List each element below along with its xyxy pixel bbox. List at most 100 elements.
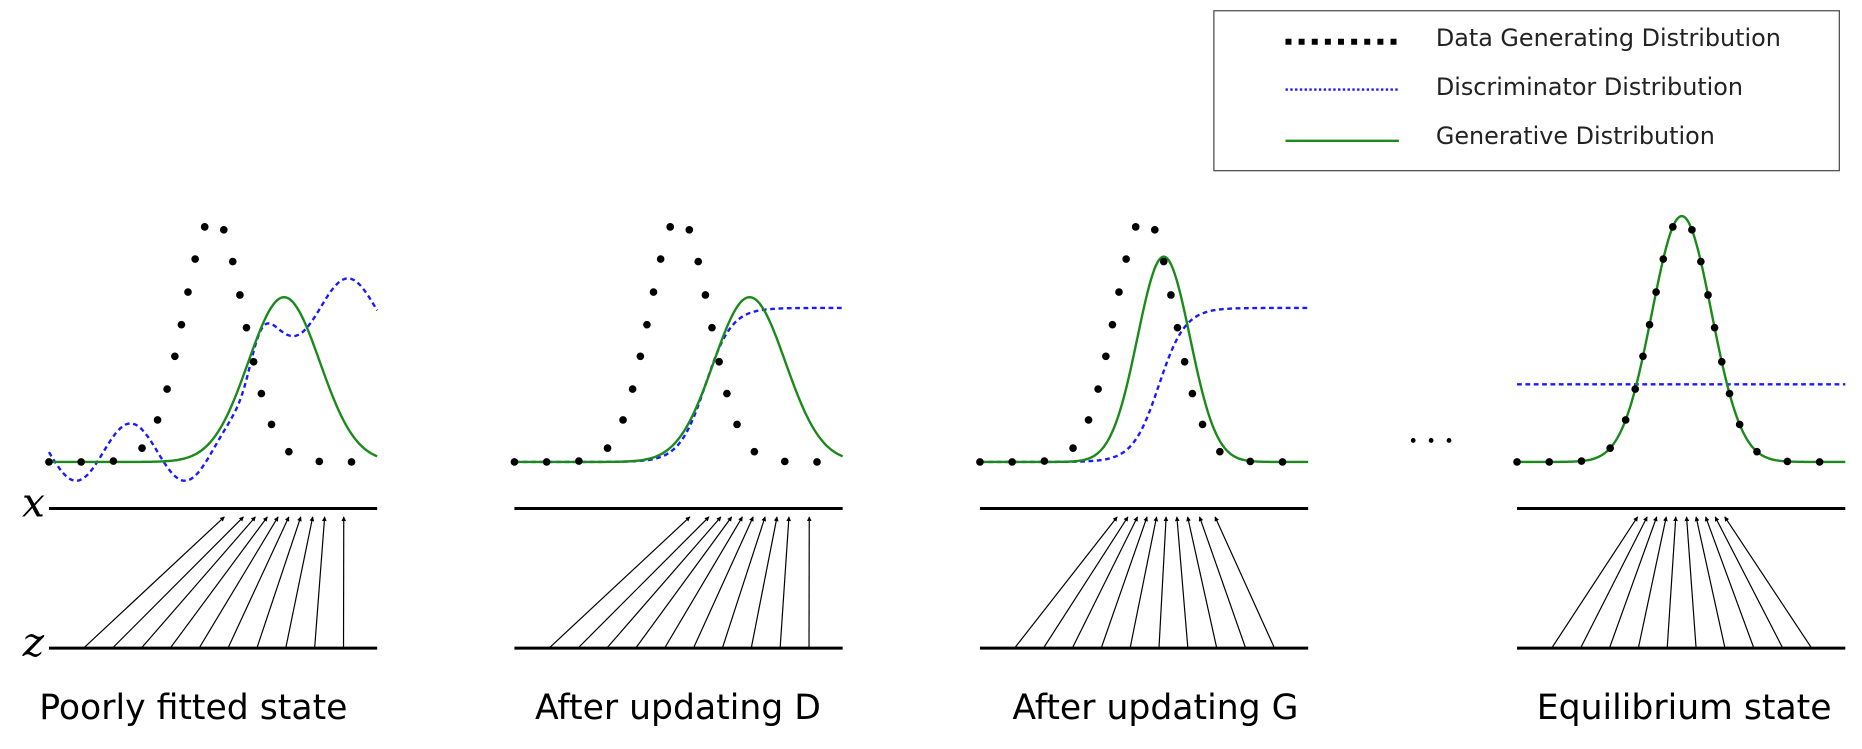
data-dot (1159, 257, 1168, 266)
data-dot (1688, 226, 1696, 234)
panel-title: Poorly fitted state (39, 688, 347, 728)
data-dot (715, 357, 723, 366)
data-dot (1697, 257, 1705, 266)
data-dot (200, 223, 209, 231)
data-dot (315, 457, 324, 466)
data-dot (1198, 420, 1207, 429)
mapping-arrow (1714, 516, 1784, 649)
legend-label: Generative Distribution (1436, 122, 1715, 150)
mapping-arrow (1129, 516, 1159, 649)
data-dot (1639, 352, 1647, 361)
data-dot (1606, 444, 1614, 452)
mapping-arrow (256, 516, 302, 649)
ellipsis (1410, 438, 1452, 443)
data-dot (1069, 444, 1077, 452)
mapping-arrow (1551, 516, 1639, 649)
mapping-arrow (1724, 516, 1813, 649)
mapping-arrow (1580, 516, 1648, 649)
data-dot (708, 323, 716, 332)
data-dot (1545, 458, 1554, 466)
mapping-arrow (1158, 516, 1169, 649)
mapping-arrow (721, 516, 767, 649)
data-dot (109, 457, 118, 465)
data-dot (1094, 385, 1102, 393)
data-dot (750, 447, 759, 456)
data-dot (1577, 457, 1586, 465)
mapping-arrow (1100, 516, 1148, 649)
data-dot (267, 420, 276, 429)
mapping-arrow (1198, 516, 1247, 649)
mapping-arrow (140, 516, 256, 649)
panel (976, 223, 1309, 650)
data-dot (1084, 416, 1093, 424)
z-axis-label: z (22, 618, 45, 666)
data-dot (1717, 357, 1726, 366)
data-dot (177, 320, 186, 329)
mapping-arrow (112, 516, 244, 649)
mapping-arrow (1014, 516, 1118, 649)
data-dot (1108, 320, 1117, 329)
data-dot (153, 416, 162, 424)
data-dot (628, 385, 637, 393)
data-dot (1122, 255, 1130, 263)
mapping-arrow (227, 516, 290, 649)
data-dot (347, 458, 356, 466)
panel-title: After updating G (1012, 688, 1298, 728)
legend-label: Data Generating Distribution (1436, 24, 1781, 52)
panel (1513, 214, 1846, 650)
data-dot (656, 255, 665, 263)
mapping-arrow (1042, 516, 1129, 649)
data-dot (1815, 458, 1824, 466)
data-dot (171, 352, 179, 361)
generative-curve (1517, 214, 1846, 464)
mapping-arrow (169, 516, 268, 649)
data-dot (77, 458, 85, 466)
mapping-arrow (577, 516, 710, 649)
data-dot (723, 389, 731, 398)
data-dot (813, 458, 821, 466)
data-dot (636, 352, 645, 361)
mapping-arrow (1608, 516, 1658, 649)
mapping-arrow (606, 516, 722, 649)
data-dot (575, 457, 583, 465)
data-dot (228, 257, 237, 266)
legend: Data Generating Distribution Discriminat… (1213, 10, 1840, 172)
mapping-arrow (83, 516, 225, 649)
panel-title: After updating D (535, 688, 821, 728)
data-dot (1102, 352, 1110, 361)
panel-title: Equilibrium state (1537, 688, 1832, 728)
data-dot (1513, 458, 1521, 466)
data-dot (643, 320, 651, 329)
mapping-arrow (664, 516, 743, 649)
mapping-arrow (548, 516, 691, 649)
data-dot (694, 257, 703, 266)
data-dot (976, 458, 984, 466)
data-dot (45, 458, 53, 466)
data-dot (649, 288, 658, 296)
data-dot (1704, 291, 1712, 299)
mapping-arrow (198, 516, 279, 649)
generative-curve (48, 296, 378, 464)
mapping-arrow (1704, 516, 1755, 649)
data-dot (1173, 323, 1182, 332)
mapping-arrow (1214, 516, 1276, 649)
data-dot (1645, 320, 1654, 329)
mapping-arrow (692, 516, 754, 649)
generative-curve (979, 255, 1309, 464)
data-dot (1246, 457, 1255, 466)
data-dot (1150, 226, 1159, 234)
data-dot (1753, 447, 1761, 456)
data-dot (242, 323, 251, 332)
discriminator-curve (979, 306, 1309, 464)
data-dot (1115, 288, 1123, 296)
legend-box (1213, 10, 1840, 172)
data-dot (1659, 255, 1668, 263)
data-dot (163, 385, 171, 393)
data-dot (191, 255, 199, 263)
legend-label: Discriminator Distribution (1436, 73, 1743, 101)
mapping-arrow (314, 516, 327, 649)
data-dot (219, 226, 228, 234)
data-dot (685, 226, 694, 234)
